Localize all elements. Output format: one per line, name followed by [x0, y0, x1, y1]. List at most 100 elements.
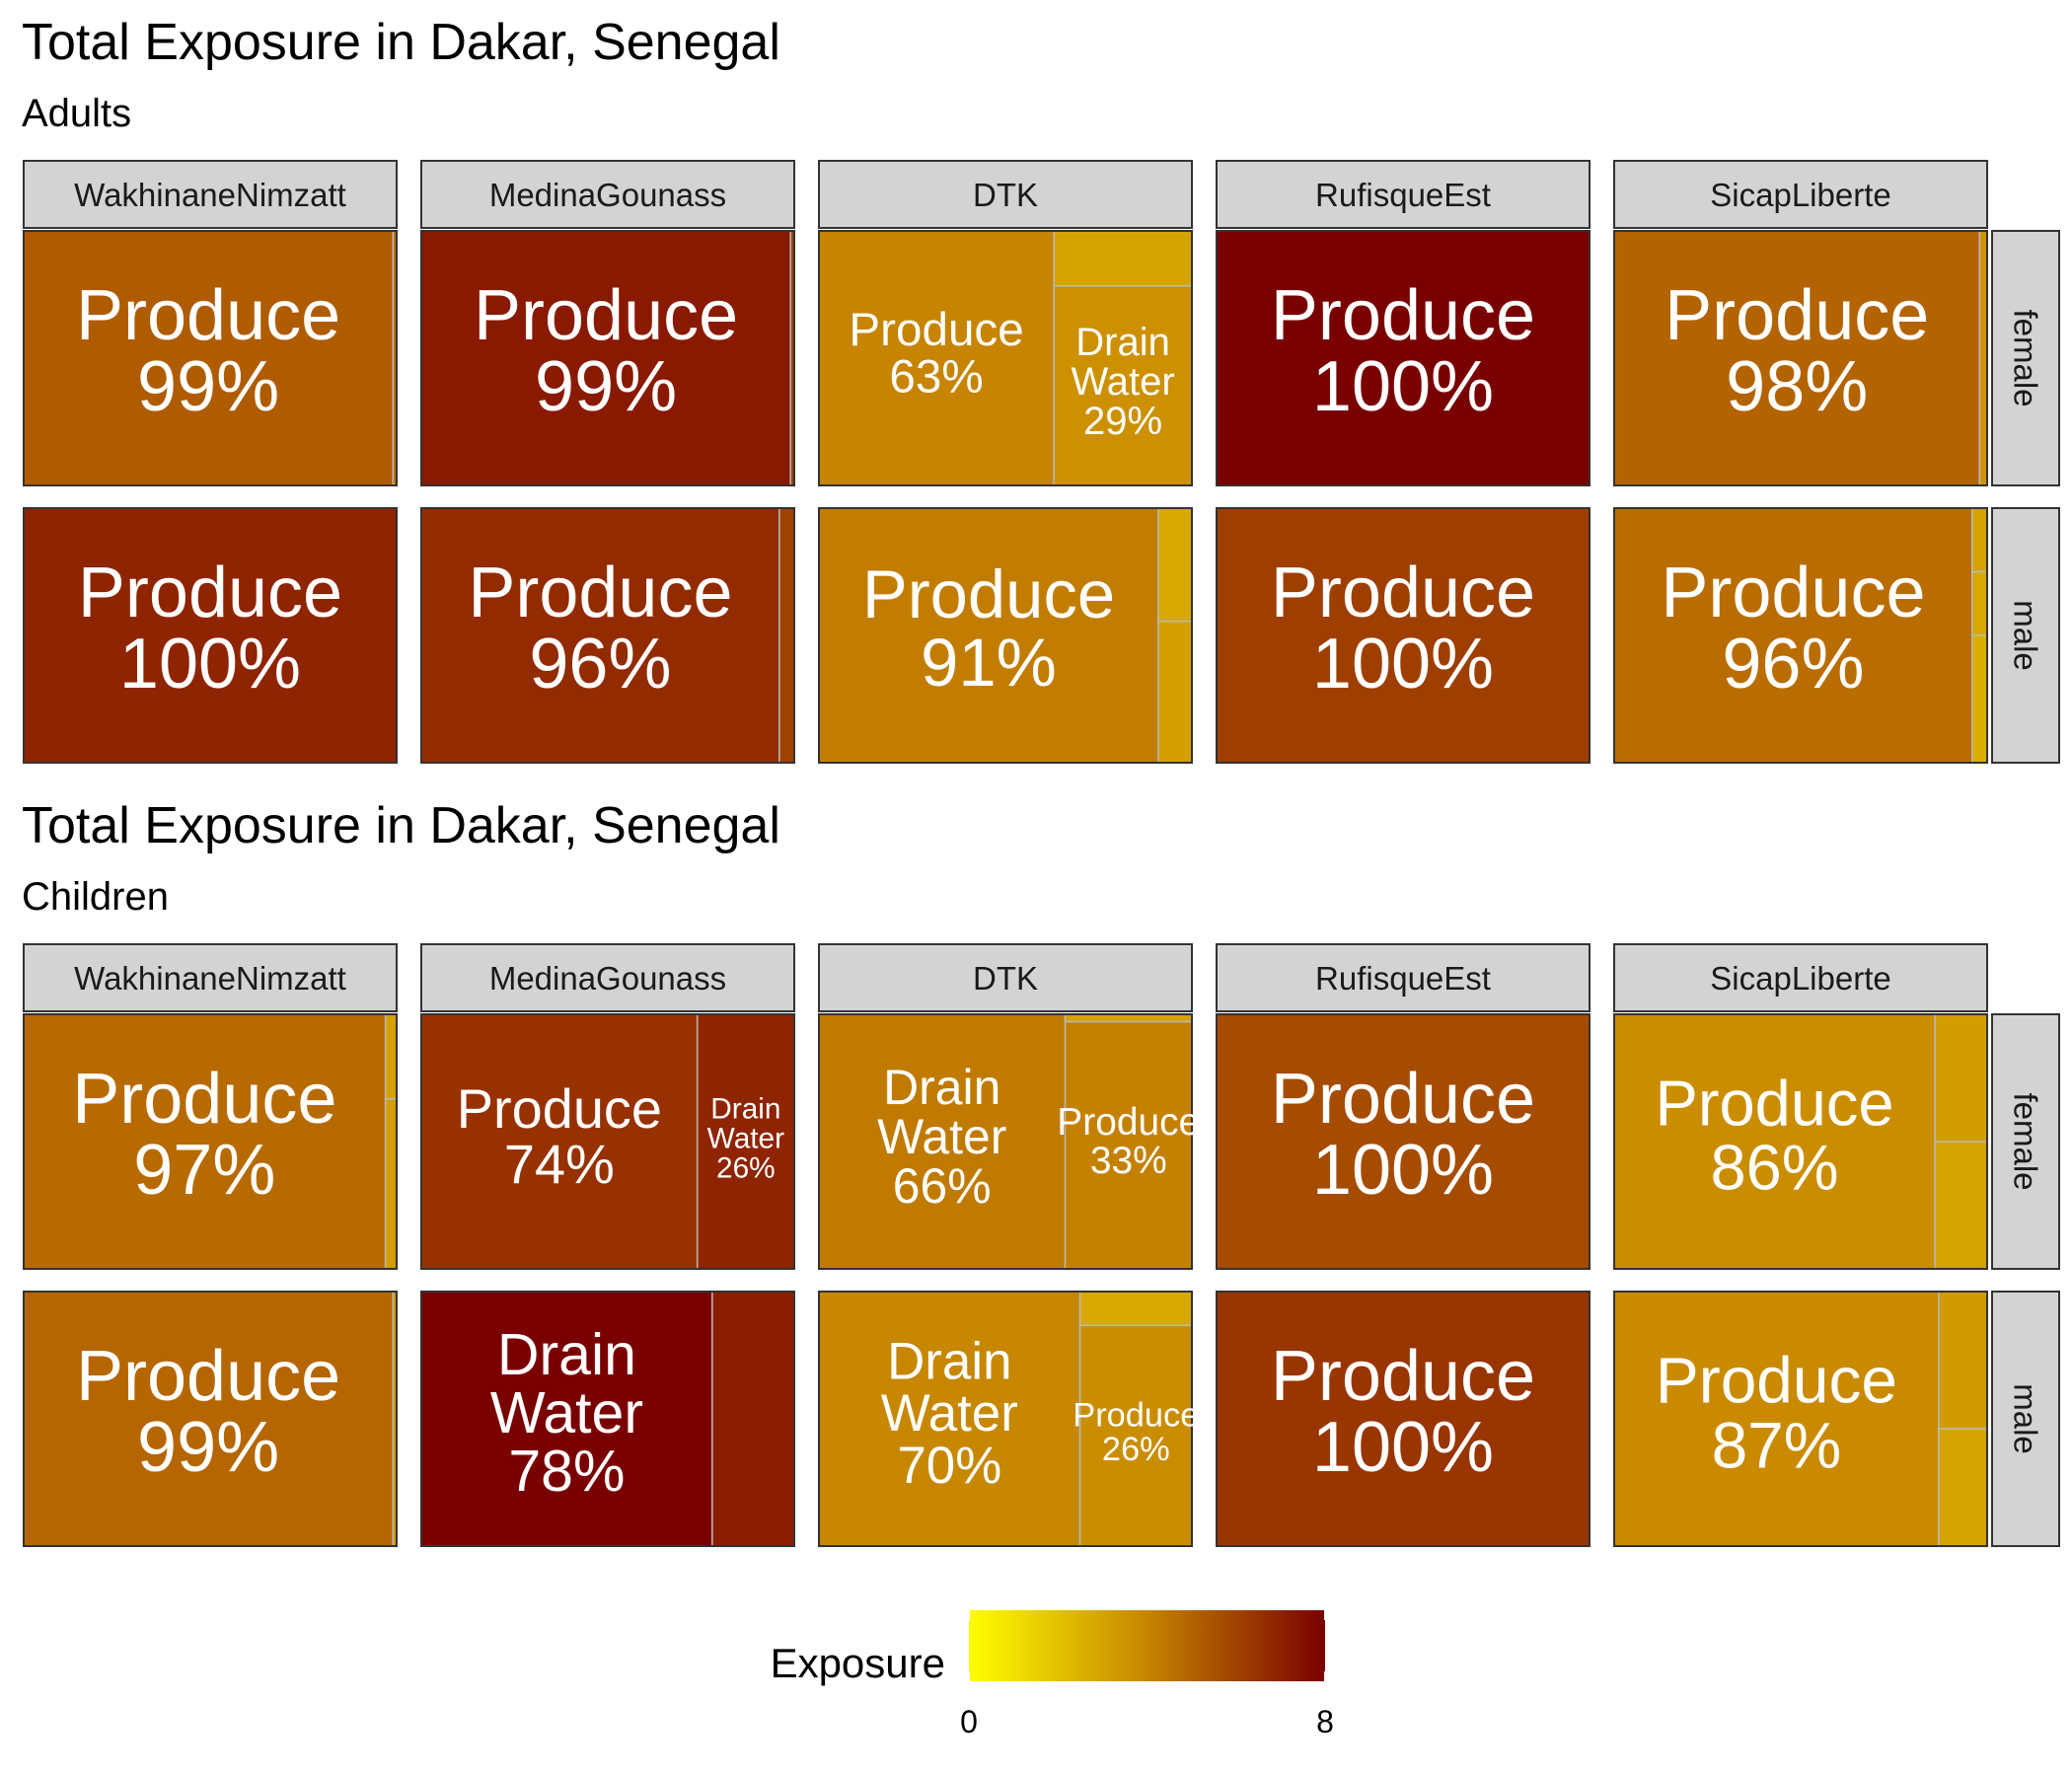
facet-strip-background [1216, 943, 1591, 1012]
tile-percent-label: 99% [535, 347, 677, 426]
colorbar-legend: Exposure 0 8 [771, 1610, 1334, 1739]
tile-percent-label: 96% [1722, 625, 1864, 703]
row-strip-label: female [2008, 309, 2044, 407]
colorbar-tick-label: 8 [1316, 1704, 1334, 1739]
tile-percent-label: 98% [1726, 347, 1868, 426]
treemap-tile [420, 507, 780, 764]
panel-border [818, 1291, 1193, 1547]
tile-source-label: Drain [887, 1332, 1011, 1390]
tile-source-label: Produce [1271, 1337, 1535, 1416]
chart-title: Total Exposure in Dakar, Senegal [22, 797, 780, 854]
facet-strip-rufisqueest: RufisqueEst [1216, 943, 1591, 1012]
facet-strip-label: DTK [973, 177, 1038, 213]
panel-border [1613, 1013, 1988, 1270]
facet-strip-label: RufisqueEst [1315, 960, 1491, 997]
panel-border [1216, 1013, 1591, 1270]
treemap-tile [711, 1291, 795, 1547]
facet-strip-label: DTK [973, 960, 1038, 997]
facet-strip-label: RufisqueEst [1315, 177, 1491, 213]
facet-strip-rufisqueest: RufisqueEst [1216, 160, 1591, 229]
tile-percent-label: 96% [529, 625, 671, 703]
tile-percent-label: 26% [716, 1151, 776, 1184]
tile-source-label: Drain [1075, 321, 1170, 364]
row-strip-male: male [1991, 1291, 2060, 1547]
tile-source-label: Produce [1073, 1397, 1199, 1435]
treemap-tile [1157, 507, 1193, 623]
panel-border [1613, 1291, 1988, 1547]
panel-border [818, 230, 1193, 486]
panel-border [23, 230, 398, 486]
panel-border [818, 1013, 1193, 1270]
row-strip-male: male [1991, 507, 2060, 764]
tile-percent-label: 100% [119, 625, 301, 703]
facet-strip-label: SicapLiberte [1710, 960, 1890, 997]
treemap-tile [1216, 1013, 1591, 1270]
tile-percent-label: 97% [133, 1131, 275, 1210]
facet-strip-sicapliberte: SicapLiberte [1613, 160, 1988, 229]
facet-strip-wakhinanenimzatt: WakhinaneNimzatt [23, 160, 398, 229]
treemap-tile [1934, 1141, 1988, 1270]
row-strip-label: female [2008, 1092, 2044, 1190]
treemap-tile [818, 507, 1159, 764]
tile-percent-label: 26% [1102, 1431, 1170, 1468]
tile-source-label: Produce [457, 1077, 662, 1140]
treemap-tile [818, 1291, 1081, 1547]
treemap-tile [1613, 230, 1981, 486]
facet-strip-label: MedinaGounass [489, 960, 726, 997]
tile-source-label: Produce [76, 276, 340, 355]
facet-strip-background [23, 160, 398, 229]
panel-border [23, 1013, 398, 1270]
tile-percent-label: 70% [897, 1437, 1001, 1495]
row-strip-background [1991, 230, 2060, 486]
tile-percent-label: 87% [1712, 1408, 1842, 1481]
tile-source-label: Produce [1271, 1060, 1535, 1139]
tile-source-label: Produce [468, 554, 732, 632]
tile-percent-label: 99% [137, 347, 279, 426]
tile-source-label: Produce [1655, 1067, 1893, 1139]
treemap-tile [420, 1291, 713, 1547]
panel-border [818, 507, 1193, 764]
panel-border [420, 230, 795, 486]
tile-source-label: Produce [1665, 276, 1929, 355]
treemap-tile [384, 1013, 398, 1100]
panel-border [420, 507, 795, 764]
treemap-tile [1216, 230, 1591, 486]
facet-strip-wakhinanenimzatt: WakhinaneNimzatt [23, 943, 398, 1012]
chart-subtitle: Children [22, 875, 169, 919]
treemap-tile [1934, 1013, 1988, 1143]
colorbar-tick-label: 0 [960, 1704, 978, 1739]
treemap-tile [1053, 285, 1193, 486]
tile-source-label: Drain [710, 1093, 780, 1126]
treemap-tile [1064, 1013, 1193, 1023]
treemap-tile [1613, 1291, 1940, 1547]
treemap-tile [1613, 1013, 1936, 1270]
treemap-tile [818, 230, 1055, 486]
facet-strip-label: WakhinaneNimzatt [74, 177, 346, 213]
figure-children: Total Exposure in Dakar, Senegal Children… [22, 797, 2060, 1547]
tile-percent-label: 63% [889, 351, 983, 404]
treemap-tile [23, 230, 394, 486]
legend-title: Exposure [771, 1640, 945, 1686]
treemap-tile [1971, 507, 1988, 573]
tile-percent-label: 91% [921, 625, 1057, 701]
facet-strip-label: MedinaGounass [489, 177, 726, 213]
tile-percent-label: 74% [504, 1133, 615, 1195]
treemap-tile [1971, 570, 1988, 636]
panel-border [420, 1291, 795, 1547]
facet-strip-background [23, 943, 398, 1012]
facet-strip-background [818, 160, 1193, 229]
tile-percent-label: 86% [1710, 1132, 1838, 1204]
treemap-tile [1978, 230, 1988, 486]
tile-percent-label: 33% [1090, 1140, 1167, 1182]
tile-source-label: Produce [76, 1337, 340, 1416]
